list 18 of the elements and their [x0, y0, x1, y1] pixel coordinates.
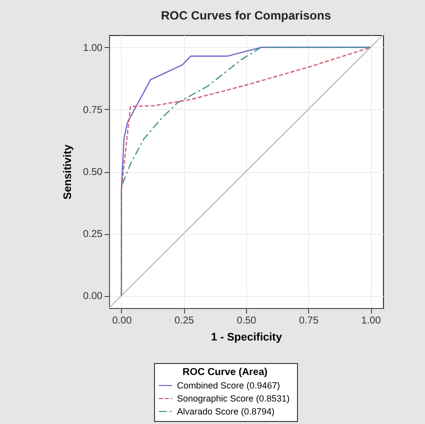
- y-tick-label: 0.75: [83, 104, 103, 116]
- legend-title: ROC Curve (Area): [182, 367, 268, 378]
- x-tick-label: 1.00: [361, 316, 382, 326]
- x-tick-label: 0.75: [299, 316, 319, 326]
- x-tick-label: 0.25: [174, 316, 194, 326]
- y-tick-label: 0.00: [83, 291, 103, 302]
- chart-title: ROC Curves for Comparisons: [160, 8, 332, 22]
- x-tick-label: 0.00: [112, 316, 132, 326]
- legend-label: Sonographic Score (0.8531): [177, 394, 290, 404]
- y-tick-label: 1.00: [83, 42, 103, 54]
- legend-label: Combined Score (0.9467): [177, 380, 280, 390]
- x-axis-title: 1 - Specificity: [211, 332, 283, 344]
- y-tick-label: 0.25: [83, 229, 103, 240]
- line-series: [120, 46, 372, 296]
- y-axis-title: Sensitivity: [62, 144, 74, 200]
- legend-label: Alvarado Score (0.8794): [177, 406, 275, 416]
- x-tick-label: 0.50: [236, 316, 257, 326]
- y-tick-label: 0.50: [83, 167, 103, 178]
